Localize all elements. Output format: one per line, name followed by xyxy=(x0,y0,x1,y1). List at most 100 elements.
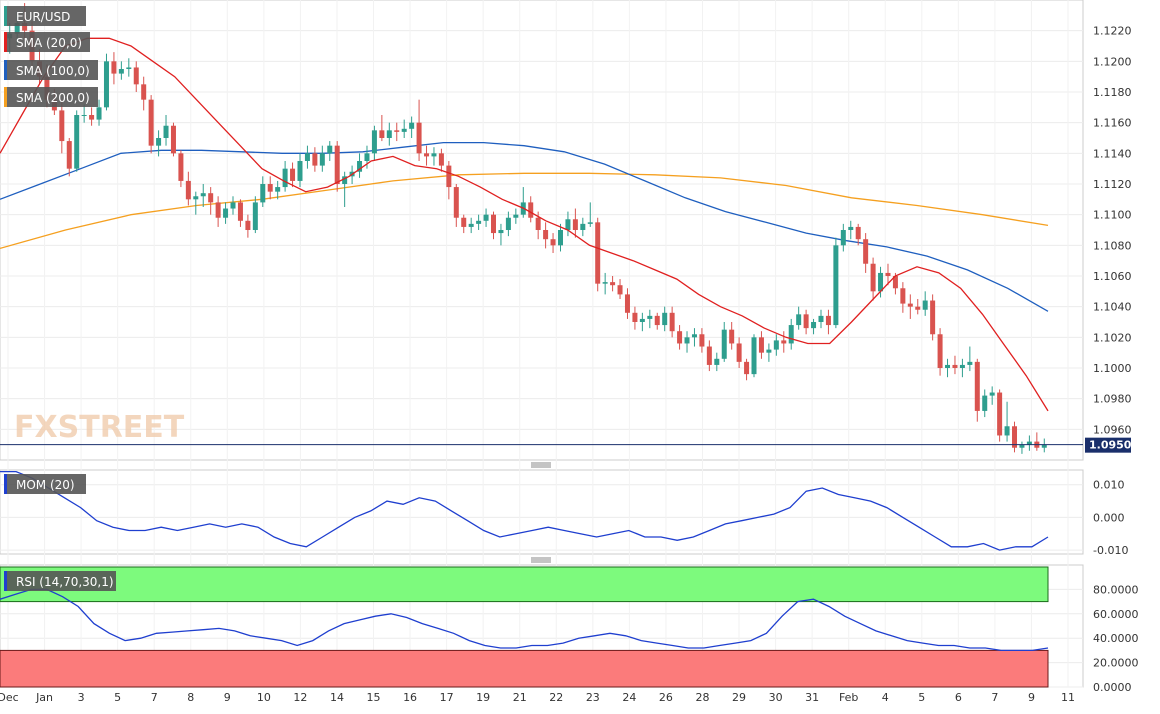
x-tick-label: 23 xyxy=(586,691,600,704)
x-tick-label: 30 xyxy=(769,691,783,704)
sma200-line xyxy=(0,172,1049,250)
candle xyxy=(825,309,831,335)
candle xyxy=(937,328,943,376)
price-tick-label: 1.1000 xyxy=(1093,362,1132,375)
candle xyxy=(312,147,318,172)
candle-body xyxy=(342,176,348,184)
candle-body xyxy=(885,272,891,276)
x-tick-label: 9 xyxy=(224,691,231,704)
price-panel-resize-grip[interactable] xyxy=(531,462,551,468)
candle-body xyxy=(714,358,720,365)
candle xyxy=(267,176,273,200)
candle xyxy=(59,99,65,154)
candle-body xyxy=(989,392,995,396)
symbol-legend[interactable]: EUR/USD xyxy=(4,6,86,26)
candle xyxy=(669,306,675,338)
candle xyxy=(1019,441,1025,454)
candle xyxy=(587,202,593,227)
momentum-line xyxy=(0,470,1049,551)
sma20-legend[interactable]: SMA (20,0) xyxy=(4,32,90,52)
candle xyxy=(922,291,928,316)
candle xyxy=(580,217,586,237)
sma200-legend[interactable]: SMA (200,0) xyxy=(4,87,98,107)
candle-body xyxy=(907,303,913,307)
price-gridlines xyxy=(0,30,1083,430)
candle-body xyxy=(662,312,668,326)
candle xyxy=(453,184,459,227)
x-tick-label: 5 xyxy=(114,691,121,704)
candle xyxy=(833,237,839,329)
momentum-series xyxy=(0,470,1049,551)
momentum-panel-resize-grip[interactable] xyxy=(531,557,551,563)
candle-body xyxy=(491,214,497,234)
x-tick-label: 28 xyxy=(695,691,709,704)
candle-body xyxy=(148,99,154,146)
candle xyxy=(185,171,191,206)
x-tick-label: 11 xyxy=(1061,691,1075,704)
candle xyxy=(959,358,965,378)
candle xyxy=(1026,435,1032,451)
candle xyxy=(565,211,571,237)
candle xyxy=(647,309,653,329)
candle-body xyxy=(706,346,712,365)
x-tick-label: 9 xyxy=(1028,691,1035,704)
candle xyxy=(595,217,601,292)
x-tick-label: Dec xyxy=(0,691,19,704)
candle-body xyxy=(409,122,415,129)
candle xyxy=(334,141,340,192)
candle xyxy=(438,148,444,172)
candle xyxy=(1012,421,1018,453)
sma100-legend[interactable]: SMA (100,0) xyxy=(4,60,98,80)
candle-body xyxy=(223,208,229,218)
x-tick-label: 16 xyxy=(403,691,417,704)
candle-body xyxy=(371,130,377,154)
candle xyxy=(208,187,214,215)
sma20-line xyxy=(0,37,1049,412)
candle-body xyxy=(677,331,683,344)
candle-body xyxy=(230,202,236,209)
rsi-legend[interactable]: RSI (14,70,30,1) xyxy=(4,571,116,591)
candle xyxy=(282,161,288,192)
candle xyxy=(632,306,638,330)
candle xyxy=(66,138,72,177)
price-y-axis: 1.1220 1.1200 1.1180 1.1160 1.1140 1.1120 1.11… xyxy=(1093,25,1132,437)
momentum-legend[interactable]: MOM (20) xyxy=(4,474,86,494)
candle xyxy=(327,141,333,161)
candle xyxy=(855,223,861,246)
candle-body xyxy=(825,315,831,326)
price-tick-label: 1.1060 xyxy=(1093,270,1132,283)
candle-body xyxy=(788,325,794,344)
candle xyxy=(885,263,891,286)
candle-body xyxy=(647,315,653,319)
candle xyxy=(982,389,988,418)
x-tick-label: 29 xyxy=(732,691,746,704)
candle-body xyxy=(379,130,385,138)
candle-body xyxy=(178,153,184,181)
candle xyxy=(945,358,951,378)
candle xyxy=(103,53,109,111)
candle xyxy=(706,340,712,372)
candle-body xyxy=(915,306,921,310)
candle-body xyxy=(1012,426,1018,448)
candle xyxy=(170,122,176,157)
candle xyxy=(744,358,750,381)
fxstreet-watermark: FXSTREET xyxy=(14,410,185,445)
candlestick-series xyxy=(7,3,1047,454)
current-price-value: 1.0950 xyxy=(1089,439,1132,452)
x-tick-label: 3 xyxy=(78,691,85,704)
x-tick-label: 19 xyxy=(476,691,490,704)
candle-body xyxy=(282,168,288,188)
candle xyxy=(193,191,199,215)
candle xyxy=(736,337,742,368)
rsi-y-axis: 80.0000 60.0000 40.0000 20.0000 0.0000 xyxy=(1093,583,1139,694)
candle xyxy=(260,176,266,207)
candle-body xyxy=(557,230,563,246)
candle-body xyxy=(833,245,839,326)
candle-body xyxy=(431,153,437,157)
candle-body xyxy=(170,125,176,154)
candle xyxy=(677,325,683,350)
rsi-line xyxy=(0,588,1049,652)
candle xyxy=(118,61,124,80)
candle xyxy=(74,110,80,172)
